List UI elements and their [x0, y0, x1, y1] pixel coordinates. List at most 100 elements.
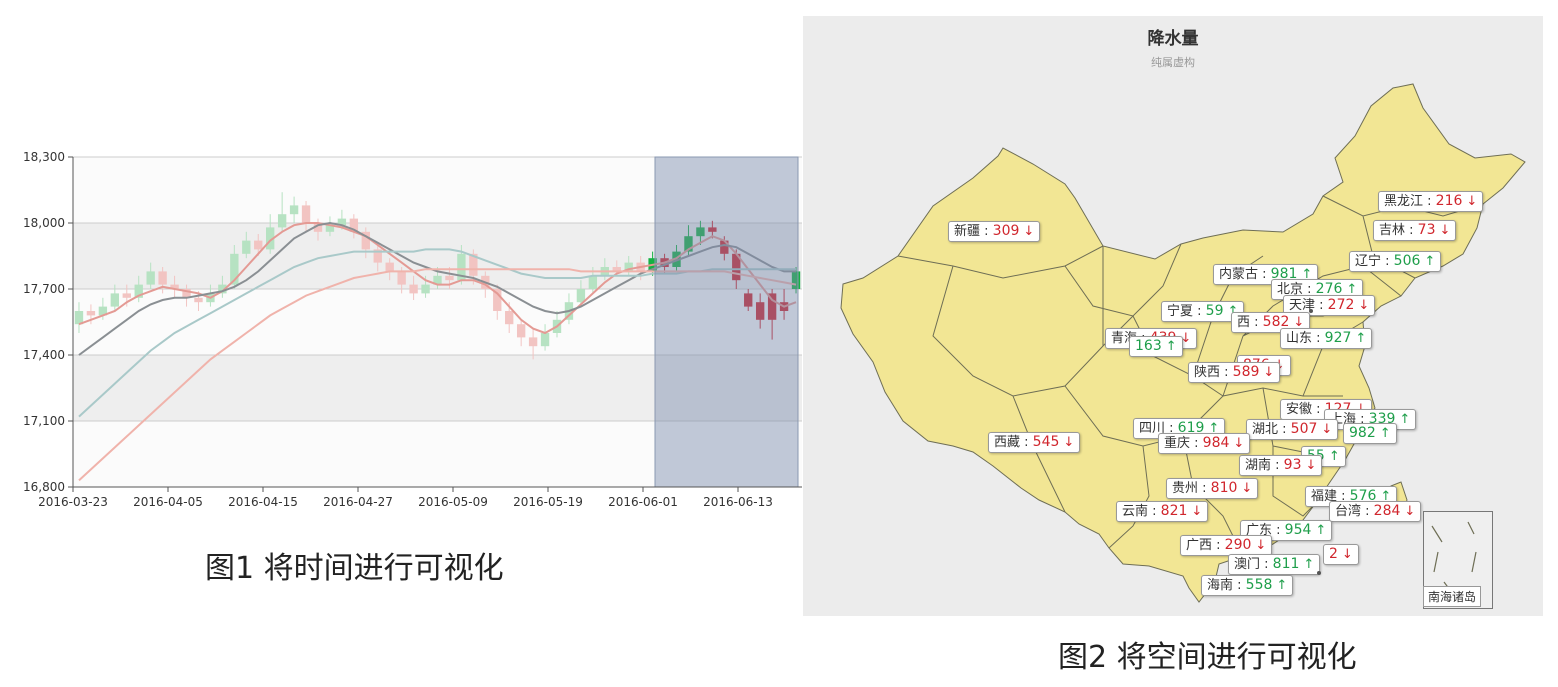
candle-body: [755, 302, 765, 320]
province-name: 内蒙古 :: [1219, 267, 1271, 282]
province-name: 湖北 :: [1252, 422, 1291, 437]
province-name: 重庆 :: [1164, 436, 1203, 451]
province-name: 海南 :: [1207, 578, 1246, 593]
arrow-down-icon: ↓: [1305, 458, 1317, 473]
candle-body: [433, 275, 442, 285]
province-label[interactable]: 982 ↑: [1343, 423, 1397, 444]
province-label[interactable]: 台湾 : 284 ↓: [1329, 501, 1422, 522]
y-tick-label: 17,400: [23, 348, 65, 362]
province-label[interactable]: 贵州 : 810 ↓: [1166, 478, 1259, 499]
province-name: 陕西 :: [1194, 365, 1233, 380]
x-tick-label: 2016-06-13: [703, 495, 773, 509]
province-label[interactable]: 北京 : 276 ↑: [1271, 279, 1364, 300]
province-label[interactable]: 2 ↓: [1323, 544, 1359, 565]
candle-body: [708, 227, 717, 232]
province-label[interactable]: 云南 : 821 ↓: [1116, 501, 1209, 522]
province-value: 93: [1283, 457, 1302, 473]
arrow-up-icon: ↑: [1301, 267, 1313, 282]
arrow-down-icon: ↓: [1180, 331, 1192, 346]
arrow-up-icon: ↑: [1227, 304, 1238, 319]
province-name: 福建 :: [1311, 489, 1350, 504]
province-label[interactable]: 澳门 : 811 ↑: [1228, 554, 1321, 575]
province-label[interactable]: 吉林 : 73 ↓: [1373, 220, 1457, 241]
y-tick-label: 16,800: [23, 480, 65, 494]
candle-body: [301, 205, 311, 223]
zoom-selection[interactable]: [654, 156, 799, 488]
province-value: 284: [1373, 503, 1401, 519]
province-value: 981: [1270, 266, 1298, 282]
province-label[interactable]: 广西 : 290 ↓: [1180, 535, 1273, 556]
province-value: 59: [1205, 303, 1224, 319]
candle-body: [457, 253, 466, 281]
province-name: 广西 :: [1186, 538, 1225, 553]
province-value: 984: [1202, 435, 1230, 451]
province-value: 276: [1315, 281, 1343, 297]
time-visualization-panel: 18,300 18,000 17,700 17,400 17,100 16,800 201…: [23, 150, 802, 586]
ma-line-ma20: [78, 248, 797, 418]
arrow-up-icon: ↑: [1424, 254, 1436, 269]
province-label[interactable]: 湖南 : 93 ↓: [1239, 455, 1323, 476]
candle-body: [516, 324, 526, 338]
province-value: 982: [1349, 425, 1376, 441]
province-label[interactable]: 宁夏 : 59↑: [1161, 301, 1245, 322]
province-name: 宁夏 :: [1167, 304, 1206, 319]
candle-body: [385, 262, 394, 272]
province-value: 2: [1329, 546, 1338, 562]
map-title: 降水量: [1147, 29, 1199, 49]
arrow-up-icon: ↑: [1355, 331, 1367, 346]
province-name: 辽宁 :: [1355, 254, 1394, 269]
candle-body: [744, 293, 753, 307]
candle-body: [218, 284, 227, 294]
province-value: 589: [1232, 364, 1260, 380]
candle-body: [720, 240, 729, 254]
arrow-down-icon: ↓: [1358, 298, 1370, 313]
candle-body: [588, 275, 598, 289]
province-label[interactable]: 黑龙江 : 216 ↓: [1378, 191, 1484, 212]
province-label[interactable]: 163 ↑: [1129, 336, 1183, 357]
province-label[interactable]: 山东 : 927 ↑: [1280, 328, 1373, 349]
candle-body: [254, 240, 263, 250]
province-value: 506: [1393, 253, 1421, 269]
arrow-up-icon: ↑: [1328, 449, 1340, 464]
candle-body: [421, 284, 430, 294]
figure2-caption: 图2 将空间进行可视化: [1058, 640, 1357, 675]
province-label[interactable]: 陕西 : 589 ↓: [1188, 362, 1281, 383]
province-name: 澳门 :: [1234, 557, 1273, 572]
space-visualization-panel: 降水量 纯属虚构 黑龙江 : 216 ↓ 吉林 : 73 ↓ 辽宁 : 506 ↑ 新疆 :…: [803, 16, 1543, 616]
y-tick-label: 17,100: [23, 414, 65, 428]
province-label[interactable]: 辽宁 : 506 ↑: [1349, 251, 1442, 272]
candle-body: [146, 271, 155, 285]
arrow-down-icon: ↓: [1241, 481, 1253, 496]
province-label[interactable]: 新疆 : 309 ↓: [948, 221, 1041, 242]
nanhai-label: 南海诸岛: [1423, 586, 1482, 607]
province-name: 贵州 :: [1172, 481, 1211, 496]
province-label[interactable]: 西 : 582 ↓: [1231, 312, 1311, 333]
x-tick-label: 2016-05-09: [418, 495, 488, 509]
province-label[interactable]: 海南 : 558 ↑: [1201, 575, 1294, 596]
province-value: 821: [1160, 503, 1188, 519]
province-name: 云南 :: [1122, 504, 1161, 519]
province-value: 619: [1177, 420, 1205, 436]
province-value: 507: [1290, 421, 1318, 437]
x-tick-label: 2016-04-15: [228, 495, 298, 509]
province-value: 309: [992, 223, 1020, 239]
x-tick-label: 2016-05-19: [513, 495, 583, 509]
province-label[interactable]: 西藏 : 545 ↓: [988, 432, 1081, 453]
province-value: 576: [1349, 488, 1377, 504]
province-label[interactable]: 天津 : 272 ↓: [1283, 295, 1376, 316]
y-tick-label: 18,300: [23, 150, 65, 164]
province-name: 四川 :: [1139, 421, 1178, 436]
province-label[interactable]: 重庆 : 984 ↓: [1158, 433, 1251, 454]
province-label[interactable]: 湖北 : 507 ↓: [1246, 419, 1339, 440]
map-subtitle: 纯属虚构: [1151, 56, 1195, 69]
province-name: 新疆 :: [954, 224, 993, 239]
candle-body: [469, 253, 478, 276]
province-value: 927: [1324, 330, 1352, 346]
province-value: 272: [1327, 297, 1355, 313]
candle-body: [361, 231, 370, 250]
arrow-down-icon: ↓: [1255, 538, 1267, 553]
province-value: 290: [1224, 537, 1252, 553]
candle-body: [493, 289, 502, 311]
band-5: [73, 421, 802, 487]
ma-line-ma10: [78, 221, 797, 356]
